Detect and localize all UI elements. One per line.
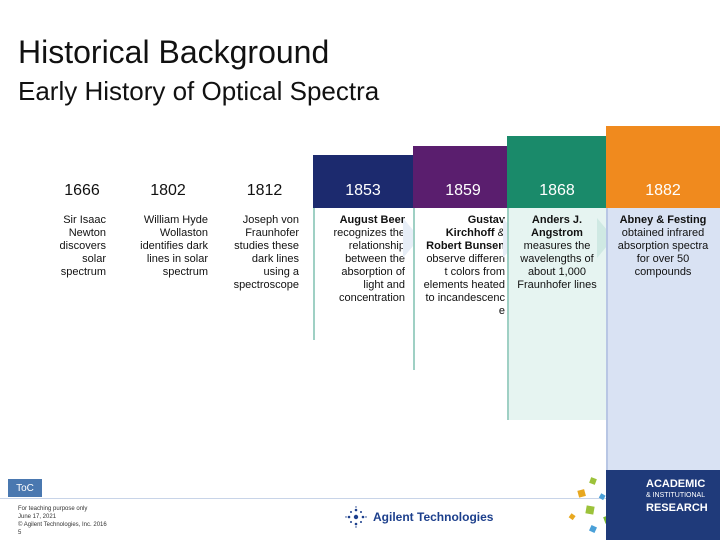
description-text: discovers solar spectrum [59,240,106,278]
timeline-year: 1853 [313,155,413,208]
fine-print-line: June 17, 2021 [18,514,57,520]
agilent-brand: Agilent Technologies [345,506,493,528]
timeline-entry: 1882 Abney & Festing obtained infrared ab… [606,126,720,470]
timeline-text: Abney & Festing obtained infrared absorp… [614,214,712,279]
timeline-year: 1666 [50,174,114,208]
timeline-description: Abney & Festing obtained infrared absorp… [606,208,720,470]
fine-print-line: © Agilent Technologies, Inc. 2016 [18,522,107,528]
timeline-description: Sir Isaac Newton discovers solar spectru… [50,208,114,290]
timeline-entry: 1868 Anders J. Angstrom measures the wave… [507,136,607,420]
fine-print-line: For teaching purpose only [18,506,88,512]
timeline-year: 1802 [120,174,216,208]
person-name: August Beer [339,214,405,226]
timeline-text: August Beer recognizes the relationship … [321,214,405,305]
timeline-text: Anders J. Angstrom measures the waveleng… [515,214,599,292]
timeline-description: Anders J. Angstrom measures the waveleng… [507,208,607,420]
description-text: recognizes the relationship between the … [333,227,405,304]
timeline-description: William Hyde Wollaston identifies dark l… [120,208,216,290]
description-text: William Hyde Wollaston [143,214,208,239]
timeline-entry: 1666 Sir Isaac Newton discovers solar spe… [50,174,114,290]
timeline-year: 1859 [413,146,513,208]
timeline-text: Gustav Kirchhoff & Robert Bunsen observe… [421,214,505,318]
academic-research-logo: ACADEMIC & INSTITUTIONAL RESEARCH [606,470,720,540]
description-text: studies these dark lines using a spectro… [233,240,299,291]
agilent-spark-icon [345,506,367,528]
timeline-description: Gustav Kirchhoff & Robert Bunsen observe… [413,208,513,370]
person-name: Robert Bunsen [426,240,505,252]
person-name: Anders J. Angstrom [531,214,583,239]
slide-subtitle: Early History of Optical Spectra [18,76,380,106]
chevron-arrow-icon [403,218,413,258]
timeline-entry: 1802 William Hyde Wollaston identifies da… [120,174,216,290]
toc-button[interactable]: ToC [8,479,42,497]
chevron-arrow-icon [597,218,607,258]
person-name: Gustav Kirchhoff [445,214,505,239]
person-name: Abney & Festing [619,214,707,226]
fine-print-line: 5 [18,530,22,536]
footer-divider [0,498,720,499]
description-text: Joseph von Fraunhofer [242,214,299,239]
fine-print: For teaching purpose only June 17, 2021 … [18,505,107,537]
description-text: observe differen t colors from elements … [423,253,505,317]
slide-title: Historical Background [18,34,330,70]
timeline-year: 1882 [606,126,720,208]
timeline-text: Sir Isaac Newton discovers solar spectru… [56,214,106,279]
timeline-entry: 1859 Gustav Kirchhoff & Robert Bunsen obs… [413,146,513,370]
timeline-entry: 1812 Joseph von Fraunhofer studies these … [222,174,307,292]
research-label: RESEARCH [646,502,708,514]
timeline-year: 1868 [507,136,607,208]
brand-name: Agilent Technologies [373,510,494,524]
timeline-entry: 1853 August Beer recognizes the relations… [313,155,413,340]
description-text: obtained infrared absorption spectra for… [617,227,709,278]
institutional-label: & INSTITUTIONAL [646,492,706,499]
timeline-description: August Beer recognizes the relationship … [313,208,413,340]
academic-label: ACADEMIC [646,478,706,490]
timeline-description: Joseph von Fraunhofer studies these dark… [222,208,307,292]
description-text: Sir Isaac Newton [63,214,106,239]
description-text: measures the wavelengths of about 1,000 … [517,240,597,291]
timeline-text: William Hyde Wollaston identifies dark l… [126,214,208,279]
timeline-text: Joseph von Fraunhofer studies these dark… [228,214,299,292]
timeline-year: 1812 [222,174,307,208]
description-text: & [497,227,505,239]
description-text: identifies dark lines in solar spectrum [140,240,208,278]
